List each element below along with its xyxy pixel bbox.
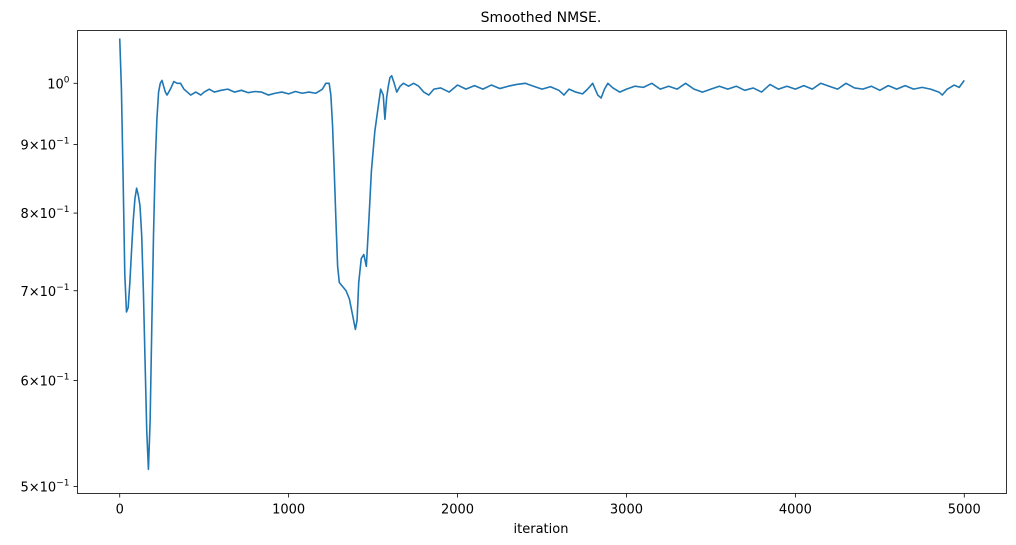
x-tick-label: 4000 [779, 503, 812, 518]
chart-title: Smoothed NMSE. [481, 10, 602, 26]
series-line-0 [118, 38, 965, 471]
y-tick-label: 7×10−1 [21, 283, 70, 300]
y-tick-label: 8×10−1 [21, 205, 70, 222]
y-tick-label: 5×10−1 [21, 478, 70, 495]
x-tick-label: 2000 [441, 503, 474, 518]
x-tick-label: 1000 [272, 503, 305, 518]
y-axis: 5×10−1 6×10−1 7×10−1 8×10−1 9×10−1 100 [21, 75, 78, 495]
x-tick-label: 5000 [948, 503, 981, 518]
y-tick-label: 9×10−1 [21, 137, 70, 154]
x-tick-label: 0 [116, 503, 124, 518]
plot-area [118, 38, 965, 471]
y-tick-label: 100 [47, 75, 70, 92]
x-tick-label: 3000 [610, 503, 643, 518]
axes-frame [77, 30, 1007, 494]
x-axis: 0 1000 2000 3000 4000 5000 [116, 493, 981, 518]
y-tick-label: 6×10−1 [21, 372, 70, 389]
x-axis-label: iteration [514, 522, 569, 537]
